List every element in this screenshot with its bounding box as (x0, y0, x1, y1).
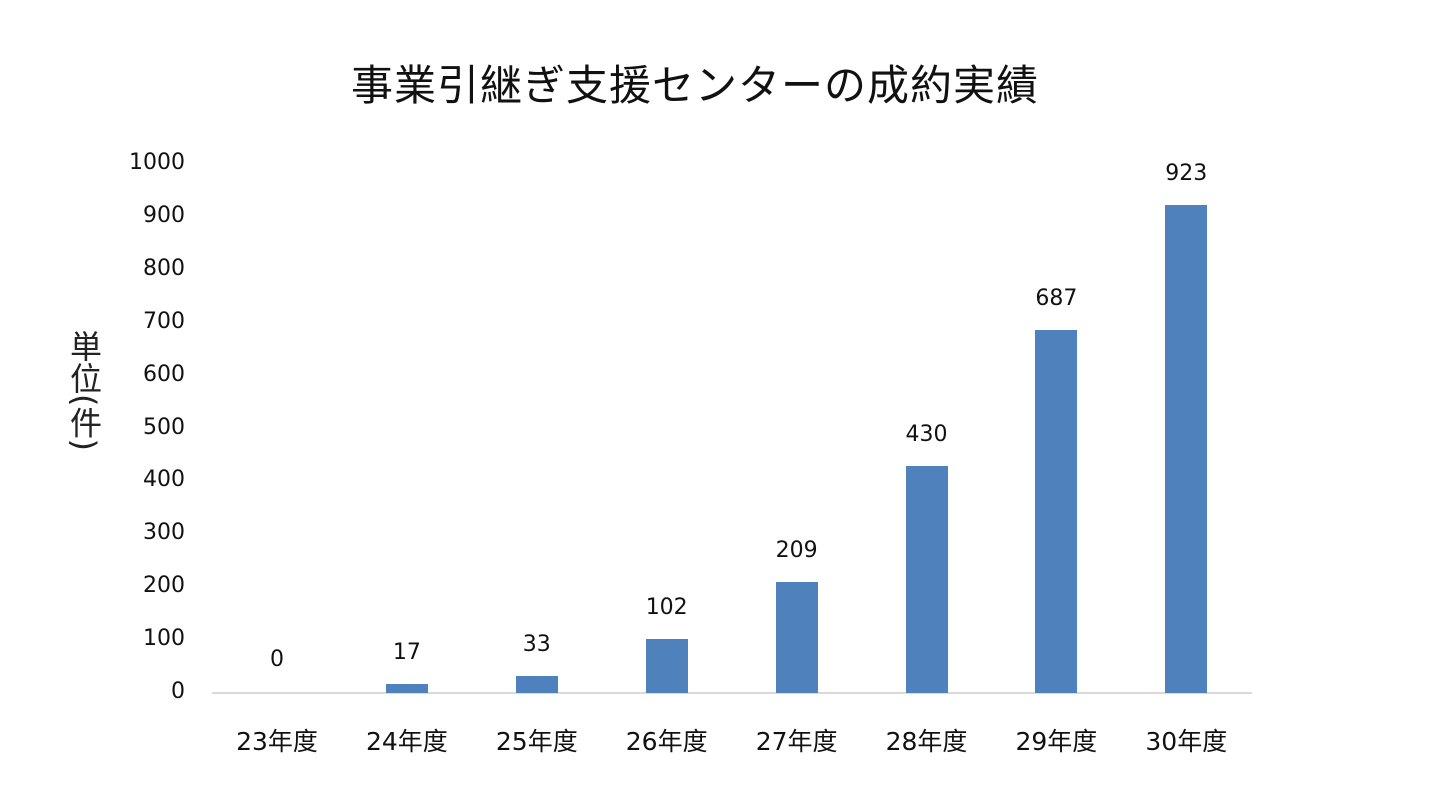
y-axis-label: 単位(件) (65, 330, 103, 451)
x-tick-label: 23年度 (236, 727, 318, 756)
y-tick-label: 0 (171, 679, 185, 704)
y-tick-label: 800 (143, 255, 185, 281)
bar (385, 684, 428, 693)
chart-title: 事業引継ぎ支援センターの成約実績 (350, 61, 1039, 110)
x-tick-label: 27年度 (755, 727, 838, 756)
data-label: 33 (522, 631, 551, 657)
data-label: 430 (905, 421, 948, 447)
bar (775, 582, 818, 693)
y-tick-label: 700 (143, 308, 185, 334)
x-tick-label: 30年度 (1145, 727, 1228, 756)
x-tick-label: 28年度 (885, 727, 968, 756)
y-tick-label: 100 (143, 626, 185, 652)
data-label: 0 (270, 647, 284, 672)
y-tick-label: 900 (143, 202, 185, 228)
y-tick-label: 600 (143, 361, 185, 387)
x-tick-label: 26年度 (625, 727, 708, 756)
bar (515, 675, 558, 693)
y-tick-label: 400 (143, 467, 185, 493)
y-tick-label: 300 (143, 520, 185, 546)
x-axis-line (212, 692, 1252, 694)
data-label: 923 (1165, 160, 1208, 186)
x-tick-label: 24年度 (365, 727, 448, 756)
bar (1035, 329, 1078, 693)
x-tick-label: 25年度 (495, 727, 578, 756)
y-tick-label: 500 (143, 414, 185, 440)
x-tick-label: 29年度 (1015, 727, 1098, 756)
bar (645, 639, 688, 693)
data-label: 102 (645, 595, 688, 621)
bar (905, 465, 948, 693)
y-tick-label: 200 (143, 573, 185, 599)
bar (1165, 204, 1208, 693)
data-label: 687 (1035, 285, 1078, 311)
y-tick-label: 1000 (129, 150, 185, 175)
data-label: 209 (775, 538, 818, 564)
data-label: 17 (392, 640, 421, 665)
